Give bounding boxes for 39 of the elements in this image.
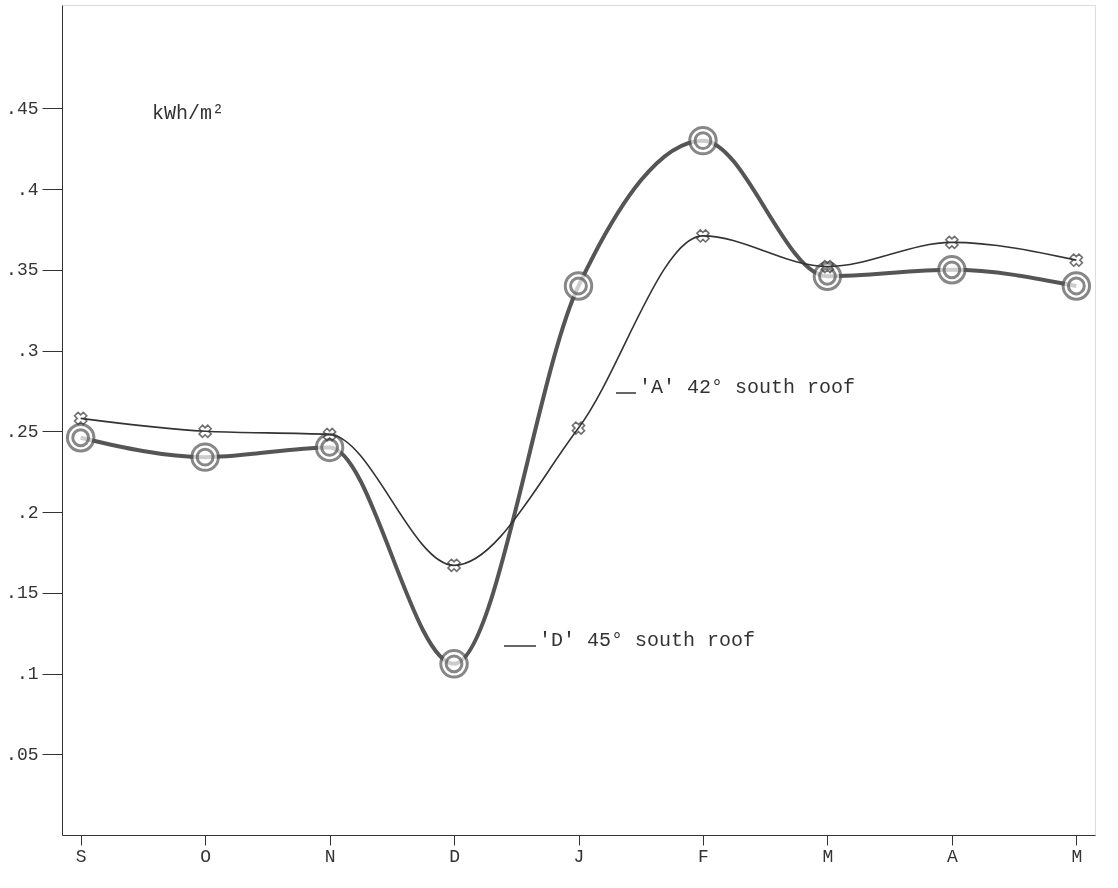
y-tick-label: .2 — [16, 502, 39, 523]
point — [688, 125, 718, 156]
y-tick-label: .25 — [6, 421, 39, 442]
x-tick-label: S — [75, 846, 87, 867]
y-tick-label: .1 — [16, 664, 39, 685]
y-tick-label: .3 — [16, 341, 39, 362]
y-tick-label: .05 — [6, 744, 39, 765]
annotation: 'A' 42° south roof — [639, 376, 856, 399]
x-tick-label: F — [698, 846, 709, 867]
point — [1061, 271, 1092, 301]
point — [190, 442, 220, 472]
x-tick-label: O — [200, 846, 212, 867]
point — [937, 255, 967, 285]
point — [571, 421, 586, 435]
point — [198, 424, 212, 439]
point — [812, 261, 843, 291]
point — [945, 235, 959, 250]
point — [820, 259, 835, 274]
y-tick-label: .15 — [6, 583, 39, 604]
point — [563, 271, 594, 301]
point — [447, 558, 461, 573]
point — [696, 229, 710, 243]
x-tick-label: D — [449, 846, 460, 867]
point — [322, 427, 337, 442]
point — [439, 649, 469, 679]
x-tick-label: M — [822, 846, 834, 867]
point — [65, 423, 96, 453]
y-tick-label: .45 — [6, 98, 39, 119]
point — [1069, 253, 1084, 267]
x-tick-label: M — [1071, 846, 1083, 867]
x-tick-label: N — [324, 846, 336, 867]
x-tick-label: J — [573, 846, 585, 867]
point — [314, 432, 345, 463]
y-tick-label: .35 — [6, 260, 39, 281]
y-tick-label: .4 — [16, 179, 39, 200]
x-tick-label: A — [946, 846, 958, 867]
annotation: 'D' 45° south roof — [539, 629, 756, 652]
y-axis-title: kWh/m² — [152, 102, 225, 125]
point — [73, 411, 88, 426]
